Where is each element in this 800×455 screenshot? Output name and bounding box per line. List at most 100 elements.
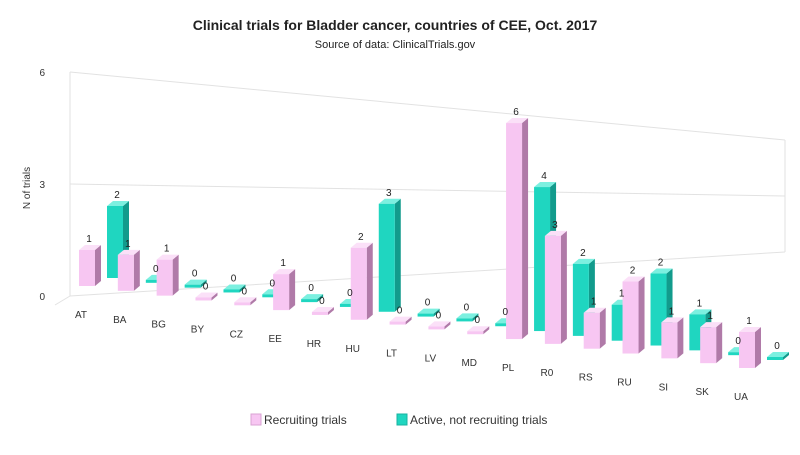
bar-recruiting-si-front (661, 322, 678, 359)
bar-active-ee-side (317, 294, 324, 303)
bar-active-md-front (495, 323, 512, 327)
bar-recruiting-hr-top (311, 306, 334, 312)
x-tick-label-ru: RU (617, 378, 631, 389)
floor-edge (54, 295, 71, 306)
bar-active-lv-side (472, 313, 479, 322)
bar-active-hu-side (394, 198, 401, 312)
bar-active-ua-front (767, 357, 783, 360)
bar-active-lt-top (417, 308, 440, 314)
y-tick-label: 6 (39, 68, 45, 79)
legend-label-recruiting: Recruiting trials (264, 413, 347, 427)
bar-active-lt (417, 308, 440, 317)
bar-active-lv-front (456, 318, 473, 322)
chart-title: Clinical trials for Bladder cancer, coun… (193, 17, 598, 33)
bar-recruiting-bg-front (156, 259, 173, 296)
y-tick-label: 0 (39, 292, 45, 303)
bar-recruiting-at-top (79, 245, 101, 250)
legend: Recruiting trials Active, not recruiting… (250, 413, 547, 427)
x-tick-label-lt: LT (386, 349, 397, 360)
data-label-recruiting-si: 1 (669, 306, 675, 317)
bar-recruiting-ba (117, 249, 140, 291)
data-label-active-pl: 4 (541, 171, 547, 182)
bar-recruiting-ee-top (273, 269, 296, 275)
data-label-active-r0: 2 (580, 248, 586, 259)
bar-recruiting-by-side (211, 292, 218, 301)
bar-recruiting-sk (700, 322, 723, 364)
bar-recruiting-si-top (661, 317, 684, 323)
bar-recruiting-bg (156, 254, 179, 296)
data-label-active-rs: 1 (619, 289, 625, 300)
bar-active-ee (301, 294, 324, 303)
bar-recruiting-ba-top (117, 249, 140, 255)
chart-subtitle: Source of data: ClinicalTrials.gov (315, 39, 476, 51)
bar-recruiting-cz-top (234, 297, 257, 303)
bar-active-lt-side (433, 308, 440, 317)
y-axis-label: N of trials (22, 167, 33, 209)
bar-active-ba-front (145, 279, 162, 283)
bar-active-ru-top (650, 268, 673, 274)
bar-recruiting-r0-top (544, 230, 567, 236)
bar-recruiting-bg-side (172, 254, 179, 296)
bar-recruiting-pl-top (506, 118, 529, 124)
data-label-active-ua: 0 (774, 341, 780, 352)
grid-layer (54, 71, 786, 306)
x-tick-label-pl: PL (502, 363, 515, 374)
x-tick-label-by: BY (191, 324, 205, 335)
x-tick-label-at: AT (75, 310, 87, 321)
legend-label-active: Active, not recruiting trials (410, 413, 547, 427)
bar-recruiting-pl-side (522, 118, 529, 340)
x-tick-label-si: SI (659, 382, 668, 393)
bar-recruiting-at-front (79, 250, 95, 286)
bar-active-hu (378, 198, 401, 312)
data-label-recruiting-md: 0 (474, 315, 480, 326)
bar-active-ee-front (301, 299, 318, 303)
bar-active-hu-top (378, 198, 401, 204)
bar-recruiting-ua-top (739, 327, 761, 332)
data-label-recruiting-hr: 0 (319, 296, 325, 307)
bar-recruiting-si (661, 317, 684, 359)
data-label-recruiting-lt: 0 (397, 306, 403, 317)
bar-recruiting-ua-side (755, 327, 761, 368)
data-label-recruiting-pl: 6 (513, 107, 519, 118)
bar-recruiting-rs-front (583, 312, 600, 349)
bar-active-lv (456, 313, 479, 322)
bar-recruiting-hr-front (311, 311, 328, 315)
bar-recruiting-lt-top (389, 316, 412, 322)
bar-active-ua (767, 352, 789, 360)
data-label-recruiting-by: 0 (203, 281, 209, 292)
bar-recruiting-lt (389, 316, 412, 325)
data-label-active-hr: 0 (347, 288, 353, 299)
x-tick-label-cz: CZ (230, 329, 243, 340)
bar-recruiting-md-front (467, 331, 484, 335)
data-label-recruiting-bg: 1 (164, 244, 170, 255)
bar-recruiting-lt-side (405, 316, 412, 325)
data-label-active-si: 1 (697, 298, 703, 309)
bar-active-ee-top (301, 294, 324, 300)
data-label-active-sk: 0 (735, 336, 741, 347)
bar-recruiting-ru-front (622, 281, 639, 354)
bar-recruiting-ba-side (133, 249, 140, 291)
gridline-6 (69, 71, 786, 141)
bar-active-by (223, 284, 246, 293)
bar-recruiting-md-top (467, 326, 490, 332)
bar-recruiting-rs-top (583, 307, 606, 313)
bar-recruiting-r0-front (544, 235, 561, 344)
bar-recruiting-ua-front (739, 332, 755, 368)
bar-active-r0-top (572, 258, 595, 264)
bar-recruiting-pl-front (506, 123, 523, 340)
bar-recruiting-hu-top (350, 242, 373, 248)
bar-recruiting-rs (583, 307, 606, 349)
x-tick-label-hu: HU (346, 344, 360, 355)
bar-active-bg-top (184, 279, 207, 285)
x-tick-label-hr: HR (307, 339, 321, 350)
data-label-active-ee: 0 (308, 283, 314, 294)
data-label-active-hu: 3 (386, 188, 392, 199)
bar-recruiting-pl (506, 118, 529, 340)
data-label-active-ru: 2 (658, 258, 664, 269)
data-label-recruiting-at: 1 (86, 234, 92, 245)
data-label-active-lt: 0 (425, 298, 431, 309)
bar-active-hu-front (378, 203, 395, 312)
bar-recruiting-hu-front (350, 247, 367, 320)
